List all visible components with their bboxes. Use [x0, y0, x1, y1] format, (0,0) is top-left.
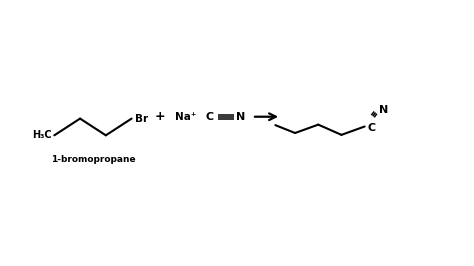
Text: H₃C: H₃C [32, 130, 52, 140]
Text: C: C [206, 112, 214, 122]
Text: N: N [236, 112, 246, 122]
Text: +: + [155, 110, 165, 123]
Text: N: N [379, 105, 389, 115]
Text: C: C [367, 123, 375, 133]
Text: 1-bromopropane: 1-bromopropane [51, 155, 135, 164]
Text: Br: Br [135, 114, 148, 124]
Text: Na⁺: Na⁺ [175, 112, 196, 122]
